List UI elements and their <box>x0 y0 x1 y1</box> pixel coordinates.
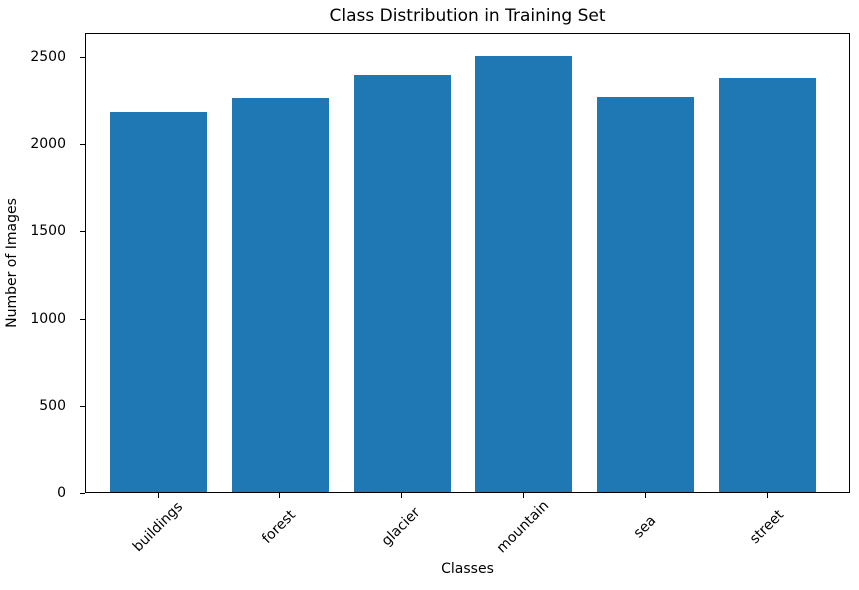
y-tick-mark <box>80 493 85 494</box>
x-tick-label-mountain: mountain <box>493 497 553 557</box>
y-tick-label: 500 <box>39 398 66 414</box>
x-tick-mark <box>645 493 646 498</box>
y-tick-mark <box>80 144 85 145</box>
y-tick-mark <box>80 57 85 58</box>
x-tick-label-sea: sea <box>630 512 660 542</box>
bar-glacier <box>354 74 451 492</box>
y-axis-label: Number of Images <box>4 198 20 328</box>
x-tick-mark <box>279 493 280 498</box>
y-tick-label: 0 <box>57 485 66 501</box>
y-tick-label: 2500 <box>30 49 66 65</box>
y-tick-mark <box>80 231 85 232</box>
plot-area <box>85 33 850 493</box>
x-tick-label-forest: forest <box>259 507 299 547</box>
x-axis-label: Classes <box>441 561 494 577</box>
x-tick-mark <box>523 493 524 498</box>
x-tick-label-glacier: glacier <box>378 504 424 550</box>
y-tick-mark <box>80 319 85 320</box>
x-tick-label-buildings: buildings <box>129 498 187 556</box>
bar-street <box>719 78 816 492</box>
y-tick-label: 1500 <box>30 223 66 239</box>
x-tick-mark <box>401 493 402 498</box>
bar-forest <box>232 97 329 492</box>
y-tick-mark <box>80 406 85 407</box>
bar-mountain <box>475 55 572 492</box>
x-tick-mark <box>767 493 768 498</box>
y-tick-label: 1000 <box>30 311 66 327</box>
x-tick-label-street: street <box>746 506 788 548</box>
bar-sea <box>597 97 694 492</box>
bar-buildings <box>110 111 207 492</box>
x-tick-mark <box>158 493 159 498</box>
y-tick-label: 2000 <box>30 136 66 152</box>
chart-title: Class Distribution in Training Set <box>329 6 606 26</box>
